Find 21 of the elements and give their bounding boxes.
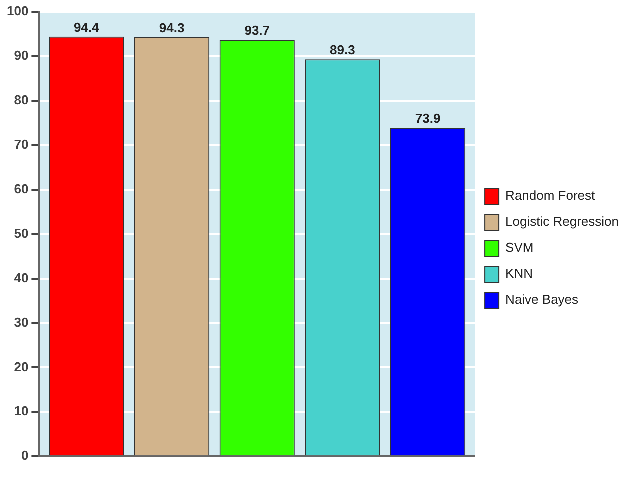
y-tick-label: 50 xyxy=(14,226,29,241)
y-tick-label: 90 xyxy=(14,48,29,64)
legend-label: Naive Bayes xyxy=(506,292,580,308)
legend-label: SVM xyxy=(506,240,534,256)
y-tick-label: 80 xyxy=(14,92,29,108)
y-tick-label: 30 xyxy=(14,314,29,330)
data-label: 73.9 xyxy=(415,111,441,126)
y-tick-label: 0 xyxy=(21,448,29,464)
data-label: 93.7 xyxy=(244,23,270,38)
legend-label: Logistic Regression xyxy=(506,214,620,230)
y-tick-label: 70 xyxy=(14,136,29,152)
y-tick-label: 40 xyxy=(14,270,29,286)
legend-label: KNN xyxy=(506,266,534,282)
y-tick-label: 10 xyxy=(14,404,29,419)
data-label: 94.3 xyxy=(159,20,185,36)
data-label: 89.3 xyxy=(330,42,356,58)
legend-label: Random Forest xyxy=(506,188,596,204)
data-label: 94.4 xyxy=(74,20,100,35)
y-tick-label: 20 xyxy=(14,359,29,374)
y-tick-label: 60 xyxy=(14,181,29,196)
y-tick-label: 100 xyxy=(6,4,29,19)
